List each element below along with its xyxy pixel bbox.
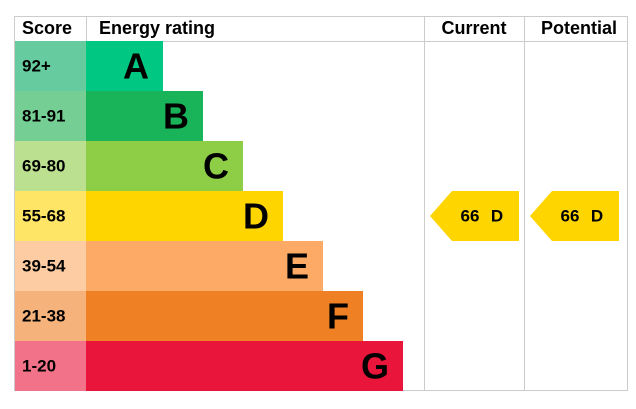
score-label: 81-91: [22, 106, 65, 125]
score-cell: [15, 41, 86, 91]
score-cell: [15, 91, 86, 141]
current-letter: D: [491, 206, 503, 225]
header-potential: Potential: [541, 18, 617, 38]
rating-letter: E: [285, 246, 309, 287]
rating-bar: [86, 141, 243, 191]
score-cell: [15, 191, 86, 241]
rating-letter: F: [327, 296, 349, 337]
score-label: 69-80: [22, 156, 65, 175]
current-arrow: [430, 191, 519, 241]
score-label: 39-54: [22, 256, 66, 275]
rating-letter: D: [243, 196, 269, 237]
header-rating: Energy rating: [99, 18, 215, 38]
current-value: 66: [461, 206, 480, 225]
potential-value: 66: [561, 206, 580, 225]
score-cell: [15, 291, 86, 341]
potential-arrow: [530, 191, 619, 241]
rating-bar: [86, 291, 363, 341]
score-label: 21-38: [22, 306, 65, 325]
score-label: 55-68: [22, 206, 65, 225]
rating-letter: B: [163, 96, 189, 137]
rating-bar: [86, 241, 323, 291]
score-label: 92+: [22, 56, 51, 75]
score-cell: [15, 241, 86, 291]
rating-bar: [86, 41, 163, 91]
rating-bar: [86, 191, 283, 241]
potential-letter: D: [591, 206, 603, 225]
score-label: 1-20: [22, 356, 56, 375]
score-cell: [15, 341, 86, 391]
rating-letter: C: [203, 146, 229, 187]
rating-bar: [86, 91, 203, 141]
header-score: Score: [22, 18, 72, 38]
header-current: Current: [441, 18, 506, 38]
rating-letter: A: [123, 46, 149, 87]
rating-bar: [86, 341, 403, 391]
rating-letter: G: [361, 346, 389, 387]
score-cell: [15, 141, 86, 191]
